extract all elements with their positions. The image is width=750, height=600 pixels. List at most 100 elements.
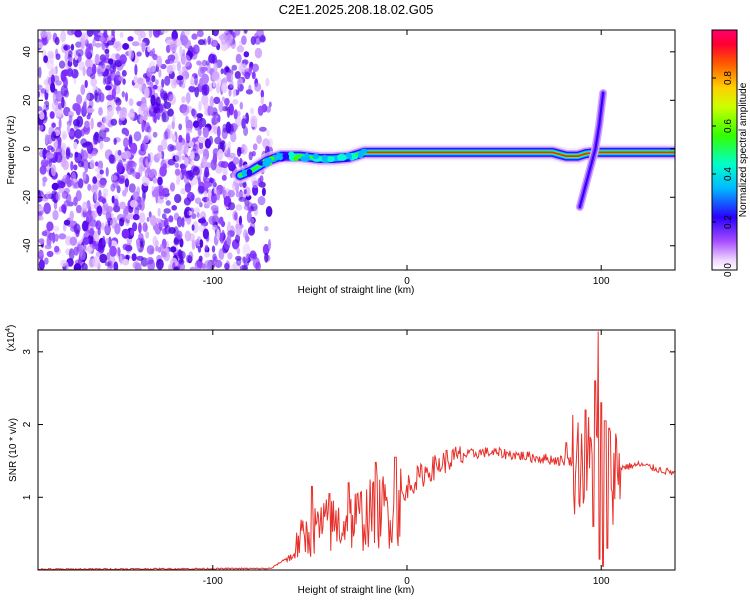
noise-speckle xyxy=(105,85,112,91)
noise-speckle xyxy=(241,118,246,129)
noise-speckle xyxy=(239,157,243,169)
chart-title: C2E1.2025.208.18.02.G05 xyxy=(279,2,434,17)
noise-speckle xyxy=(250,115,258,128)
noise-speckle xyxy=(259,126,267,132)
snr-frame xyxy=(37,329,676,571)
noise-speckle xyxy=(181,155,186,161)
noise-speckle xyxy=(147,259,155,270)
noise-speckle xyxy=(245,112,249,125)
noise-speckle xyxy=(197,66,206,78)
y-tick-label: -20 xyxy=(22,190,33,205)
noise-speckle xyxy=(244,71,251,80)
noise-speckle xyxy=(230,131,237,143)
noise-speckle xyxy=(104,221,109,227)
noise-speckle xyxy=(193,207,200,214)
noise-speckle xyxy=(131,162,137,171)
noise-speckle xyxy=(52,225,60,232)
noise-speckle xyxy=(194,120,200,131)
noise-speckle xyxy=(198,255,203,262)
snr-scale-prefix: (x10 xyxy=(6,331,17,351)
noise-speckle xyxy=(149,168,157,179)
noise-speckle xyxy=(170,246,177,253)
noise-speckle xyxy=(164,224,171,235)
noise-speckle xyxy=(235,255,242,261)
noise-speckle xyxy=(197,245,202,253)
noise-speckle xyxy=(99,253,108,264)
noise-speckle xyxy=(63,45,68,51)
noise-speckle xyxy=(178,123,183,131)
noise-speckle xyxy=(46,250,54,258)
noise-speckle xyxy=(167,124,172,131)
noise-speckle xyxy=(98,107,103,116)
noise-speckle xyxy=(70,43,75,51)
noise-speckle xyxy=(38,194,43,203)
noise-speckle xyxy=(38,205,44,212)
noise-speckle xyxy=(138,232,144,241)
noise-speckle xyxy=(63,76,68,89)
noise-speckle xyxy=(73,263,82,270)
snr-y-ticks: 3 2 1 xyxy=(22,349,675,500)
noise-speckle xyxy=(232,99,239,105)
noise-speckle xyxy=(250,107,255,115)
noise-speckle xyxy=(206,195,211,207)
noise-speckle xyxy=(98,189,102,200)
noise-speckle xyxy=(173,79,177,86)
noise-speckle xyxy=(245,232,249,244)
noise-speckle xyxy=(106,206,113,213)
ridge-clump xyxy=(337,154,347,161)
noise-speckle xyxy=(203,181,211,189)
noise-speckle xyxy=(130,142,138,154)
noise-speckle xyxy=(39,165,47,175)
noise-speckle xyxy=(268,239,271,250)
snr-x-axis-label: Height of straight line (km) xyxy=(298,585,415,596)
noise-speckle xyxy=(116,103,120,115)
noise-speckle xyxy=(205,60,210,66)
noise-speckle xyxy=(191,33,198,40)
noise-speckle xyxy=(184,230,191,242)
noise-speckle xyxy=(131,253,137,262)
noise-speckle xyxy=(45,133,49,144)
noise-speckle xyxy=(115,53,121,60)
noise-speckle xyxy=(121,228,130,239)
noise-speckle xyxy=(119,54,127,65)
noise-speckle xyxy=(183,39,192,49)
noise-speckle xyxy=(230,39,236,49)
noise-speckle xyxy=(52,91,57,104)
noise-speckle xyxy=(90,117,94,130)
noise-speckle xyxy=(108,154,115,164)
noise-speckle xyxy=(180,164,187,175)
noise-speckle xyxy=(86,92,91,101)
noise-speckle xyxy=(103,30,108,38)
noise-speckle xyxy=(194,74,199,86)
noise-speckle xyxy=(128,183,136,193)
snr-scale-suffix: ) xyxy=(6,325,17,328)
noise-speckle xyxy=(60,30,66,43)
noise-speckle xyxy=(151,75,156,83)
noise-speckle xyxy=(57,102,63,110)
noise-speckle xyxy=(232,88,237,98)
ridge-clump xyxy=(312,153,319,160)
noise-speckle xyxy=(124,254,131,260)
noise-speckle xyxy=(74,152,83,164)
noise-speckle xyxy=(176,60,181,72)
noise-speckle xyxy=(73,223,81,234)
noise-speckle xyxy=(199,239,204,248)
colorbar-tick-label: 0.4 xyxy=(723,167,734,181)
noise-speckle xyxy=(125,92,128,102)
noise-speckle xyxy=(209,96,215,108)
noise-speckle xyxy=(243,51,250,58)
noise-speckle xyxy=(190,194,195,201)
noise-speckle xyxy=(265,106,271,113)
noise-speckle xyxy=(192,166,200,176)
noise-speckle xyxy=(87,183,92,191)
noise-speckle xyxy=(78,178,84,189)
noise-speckle xyxy=(236,247,241,255)
noise-speckle xyxy=(210,192,218,204)
ridge-core xyxy=(364,151,675,157)
noise-speckle xyxy=(51,122,56,128)
noise-speckle xyxy=(113,96,121,103)
noise-speckle xyxy=(191,224,195,231)
noise-speckle xyxy=(82,201,88,213)
noise-speckle xyxy=(101,62,106,69)
noise-speckle xyxy=(180,30,186,41)
